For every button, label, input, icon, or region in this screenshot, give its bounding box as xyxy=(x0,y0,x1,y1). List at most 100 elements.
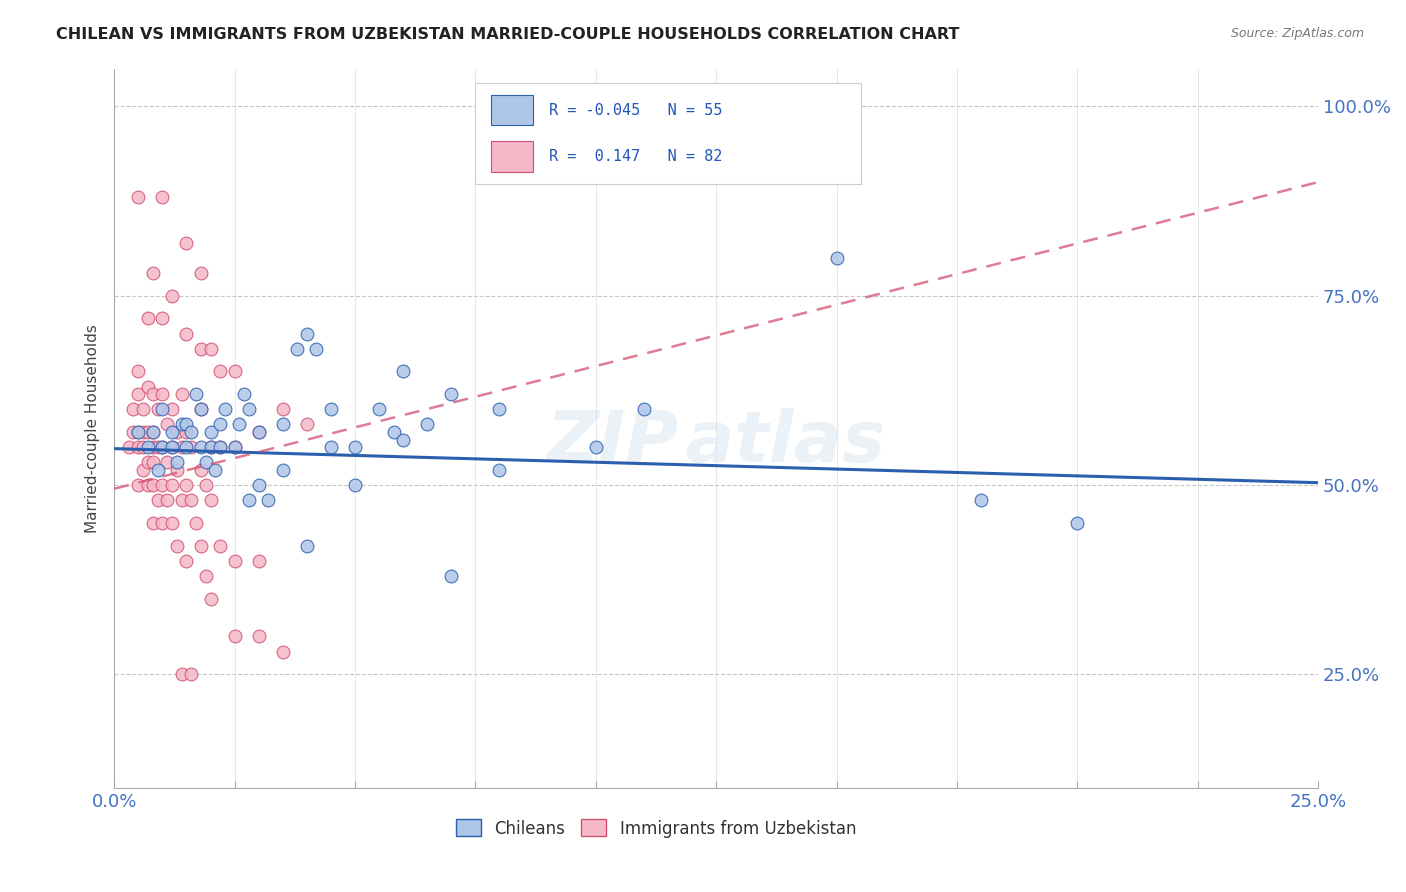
Point xyxy=(122,425,145,439)
Point xyxy=(127,478,149,492)
Text: CHILEAN VS IMMIGRANTS FROM UZBEKISTAN MARRIED-COUPLE HOUSEHOLDS CORRELATION CHAR: CHILEAN VS IMMIGRANTS FROM UZBEKISTAN MA… xyxy=(56,27,960,42)
Point xyxy=(160,402,183,417)
Point xyxy=(209,364,232,378)
Point xyxy=(127,364,149,378)
Text: ZIP atlas: ZIP atlas xyxy=(547,408,886,477)
Point xyxy=(285,342,308,356)
Point xyxy=(247,478,270,492)
Point xyxy=(127,190,149,204)
Point xyxy=(132,402,155,417)
Point xyxy=(146,493,169,508)
Point xyxy=(295,417,318,432)
Point xyxy=(160,425,183,439)
Point xyxy=(150,440,173,454)
Text: Source: ZipAtlas.com: Source: ZipAtlas.com xyxy=(1230,27,1364,40)
Point xyxy=(209,440,232,454)
Point xyxy=(382,425,405,439)
Point xyxy=(247,425,270,439)
Point xyxy=(142,425,165,439)
Point xyxy=(488,463,510,477)
Point xyxy=(440,387,463,401)
Legend: Chileans, Immigrants from Uzbekistan: Chileans, Immigrants from Uzbekistan xyxy=(449,813,863,844)
Point xyxy=(127,425,149,439)
Point xyxy=(825,251,848,265)
Point xyxy=(142,440,165,454)
Point xyxy=(190,402,212,417)
Point xyxy=(170,387,193,401)
Point xyxy=(184,516,207,530)
Point xyxy=(440,569,463,583)
Point xyxy=(190,342,212,356)
Point xyxy=(238,493,260,508)
Point xyxy=(271,402,294,417)
Point xyxy=(142,478,165,492)
Point xyxy=(136,455,159,469)
Point xyxy=(271,463,294,477)
Point xyxy=(136,311,159,326)
Point xyxy=(257,493,280,508)
Point xyxy=(343,478,366,492)
Point xyxy=(127,440,149,454)
Point xyxy=(392,364,415,378)
Point xyxy=(224,629,246,643)
Point xyxy=(170,440,193,454)
Point xyxy=(184,387,207,401)
Point xyxy=(176,417,198,432)
Point xyxy=(368,402,391,417)
Point xyxy=(180,440,202,454)
Point xyxy=(200,493,222,508)
Point xyxy=(194,478,217,492)
Point xyxy=(194,569,217,583)
Point xyxy=(176,554,198,568)
Point xyxy=(633,402,655,417)
Point xyxy=(122,402,145,417)
Point xyxy=(150,311,173,326)
Point xyxy=(271,417,294,432)
Point xyxy=(166,425,188,439)
Point xyxy=(142,425,165,439)
Point xyxy=(224,364,246,378)
Point xyxy=(156,455,179,469)
Point xyxy=(209,417,232,432)
Point xyxy=(271,644,294,658)
Point xyxy=(160,440,183,454)
Point xyxy=(190,539,212,553)
Point xyxy=(1066,516,1088,530)
Point xyxy=(585,440,607,454)
Point xyxy=(194,455,217,469)
Point xyxy=(343,440,366,454)
Point xyxy=(180,493,202,508)
Point xyxy=(166,539,188,553)
Point xyxy=(150,190,173,204)
Point xyxy=(132,440,155,454)
Point xyxy=(170,667,193,681)
Point xyxy=(176,440,198,454)
Point xyxy=(156,417,179,432)
Point xyxy=(319,402,342,417)
Point xyxy=(132,463,155,477)
Point xyxy=(150,402,173,417)
Point xyxy=(200,440,222,454)
Point xyxy=(160,516,183,530)
Y-axis label: Married-couple Households: Married-couple Households xyxy=(86,324,100,533)
Point xyxy=(238,402,260,417)
Point xyxy=(970,493,993,508)
Point xyxy=(295,539,318,553)
Point xyxy=(204,463,226,477)
Point xyxy=(176,425,198,439)
Point xyxy=(200,425,222,439)
Point xyxy=(160,288,183,302)
Point xyxy=(170,493,193,508)
Point xyxy=(200,440,222,454)
Point xyxy=(190,266,212,280)
Point xyxy=(150,478,173,492)
Point xyxy=(190,402,212,417)
Point xyxy=(392,433,415,447)
Point xyxy=(190,463,212,477)
Point xyxy=(127,387,149,401)
Point xyxy=(136,379,159,393)
Point xyxy=(146,440,169,454)
Point xyxy=(142,387,165,401)
Point xyxy=(150,516,173,530)
Point xyxy=(305,342,328,356)
